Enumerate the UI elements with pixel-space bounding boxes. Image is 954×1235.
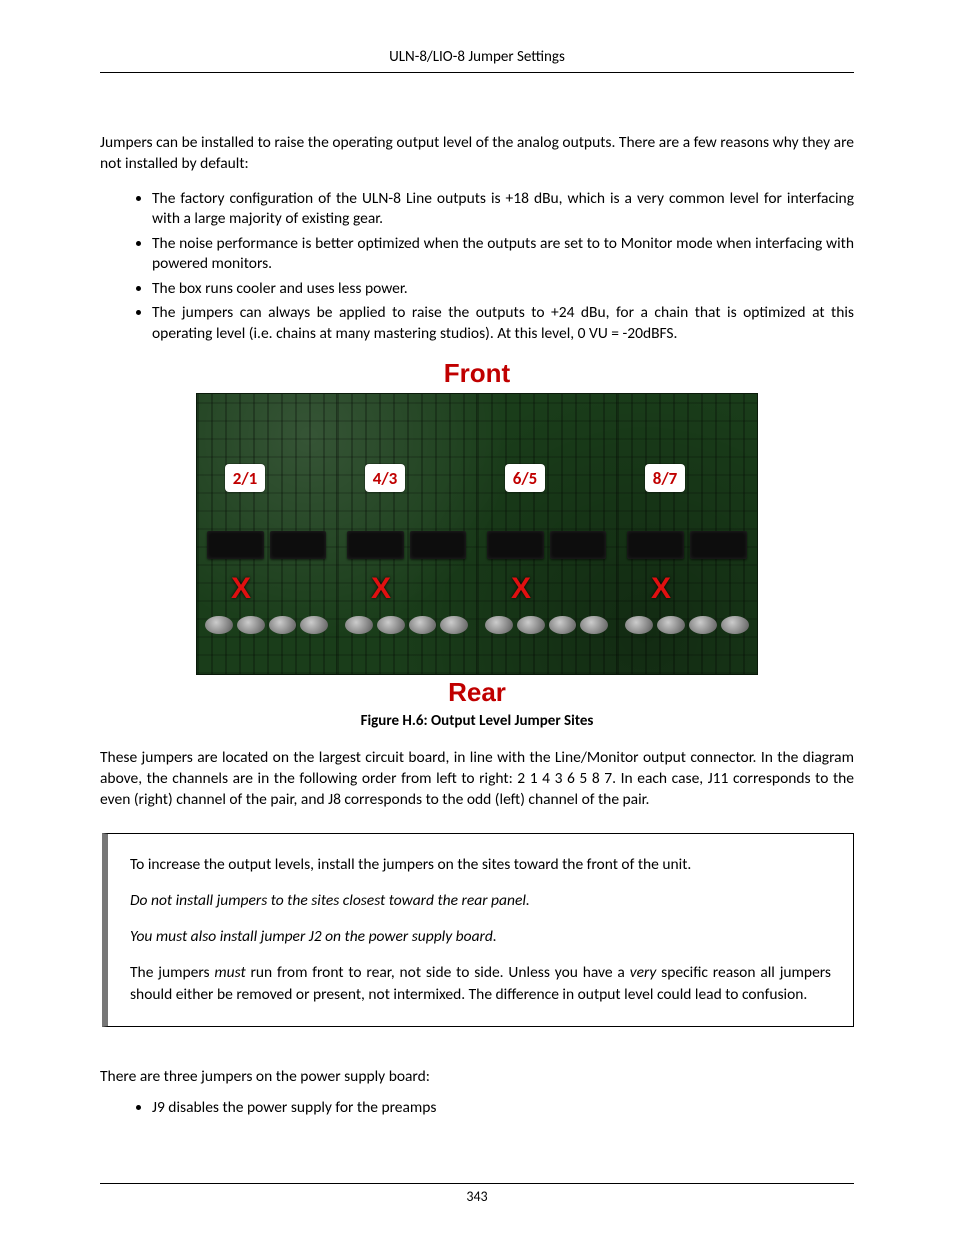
board-section: 8/7 X (617, 394, 757, 674)
x-mark-icon: X (651, 572, 671, 606)
board-section: 2/1 X (197, 394, 337, 674)
page-number: 343 (466, 1188, 487, 1205)
channel-tag: 8/7 (645, 464, 685, 492)
board-section: 6/5 X (477, 394, 617, 674)
note-emphasis: must (214, 963, 245, 982)
note-line-italic: You must also install jumper J2 on the p… (130, 926, 831, 948)
x-mark-icon: X (511, 572, 531, 606)
intro-paragraph: Jumpers can be installed to raise the op… (100, 133, 854, 175)
board-section: 4/3 X (337, 394, 477, 674)
note-box: To increase the output levels, install t… (102, 833, 854, 1027)
channel-tag: 4/3 (365, 464, 405, 492)
top-bullet-list: The factory configuration of the ULN-8 L… (100, 189, 854, 344)
list-item: The box runs cooler and uses less power. (152, 279, 854, 299)
x-mark-icon: X (371, 572, 391, 606)
note-text: The jumpers (130, 963, 214, 982)
figure-bottom-label: Rear (100, 677, 854, 708)
note-line: To increase the output levels, install t… (130, 854, 831, 876)
figure-container: Front 2/1 X 4/3 X 6/5 X 8/7 (100, 358, 854, 730)
page-footer: 343 (100, 1183, 854, 1205)
note-emphasis: very (630, 963, 657, 982)
note-line-italic: Do not install jumpers to the sites clos… (130, 890, 831, 912)
bottom-bullet-list: J9 disables the power supply for the pre… (100, 1098, 854, 1119)
channel-tag: 6/5 (505, 464, 545, 492)
list-item: The noise performance is better optimize… (152, 234, 854, 275)
list-item: The factory configuration of the ULN-8 L… (152, 189, 854, 230)
figure-top-label: Front (100, 358, 854, 389)
after-figure-paragraph: These jumpers are located on the largest… (100, 748, 854, 811)
list-item: J9 disables the power supply for the pre… (152, 1098, 854, 1119)
channel-tag: 2/1 (225, 464, 265, 492)
figure-caption: Figure H.6: Output Level Jumper Sites (100, 712, 854, 730)
note-text: run from front to rear, not side to side… (246, 963, 630, 982)
follow-paragraph: There are three jumpers on the power sup… (100, 1067, 854, 1088)
document-page: ULN-8/LIO-8 Jumper Settings Jumpers can … (0, 0, 954, 1235)
list-item: The jumpers can always be applied to rai… (152, 303, 854, 344)
running-header: ULN-8/LIO-8 Jumper Settings (100, 48, 854, 73)
circuit-board-image: 2/1 X 4/3 X 6/5 X 8/7 X (196, 393, 758, 675)
note-line: The jumpers must run from front to rear,… (130, 962, 831, 1006)
x-mark-icon: X (231, 572, 251, 606)
